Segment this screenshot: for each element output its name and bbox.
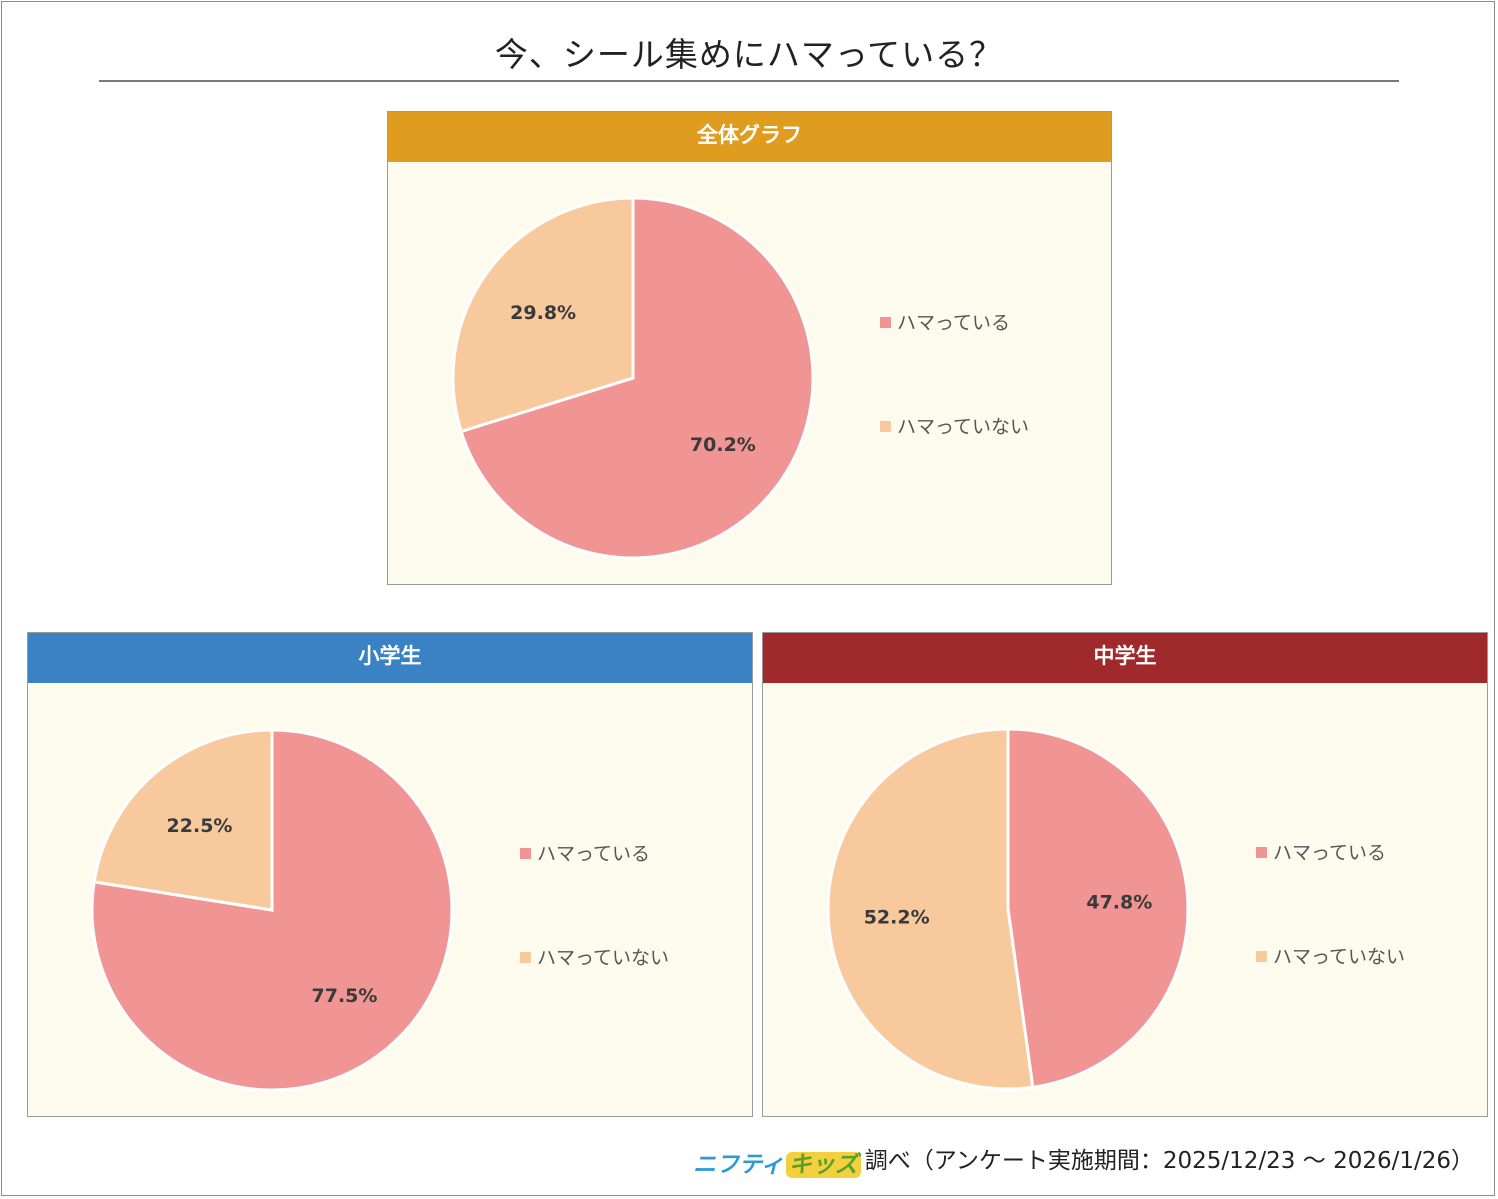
panel-total: 全体グラフ 70.2% 29.8% ハマっている ハマっていない	[387, 111, 1112, 585]
pie-chart-junior-high-svg: 47.8% 52.2%	[826, 727, 1190, 1091]
panel-junior-high-header: 中学生	[763, 633, 1487, 683]
legend-swatch-yes	[520, 848, 531, 859]
logo-text-nifty: ニフティ	[693, 1151, 784, 1178]
legend-item-no: ハマっていない	[880, 412, 1029, 439]
data-label-no: 29.8%	[510, 302, 576, 324]
data-label-yes: 70.2%	[690, 434, 756, 456]
legend-label-no: ハマっていない	[1273, 946, 1406, 968]
legend-label-yes: ハマっている	[537, 843, 651, 865]
logo-text-kids: キッズ	[785, 1151, 861, 1178]
pie-slice-yes	[1006, 727, 1190, 1089]
legend-label-yes: ハマっている	[897, 312, 1011, 334]
legend-swatch-no	[1256, 951, 1267, 962]
nifty-kids-logo: ニフティ キッズ	[693, 1145, 861, 1179]
legend-swatch-no	[880, 421, 891, 432]
legend-label-no: ハマっていない	[897, 416, 1030, 438]
pie-slice-no	[451, 196, 635, 434]
pie-chart-elementary-svg: 77.5% 22.5%	[90, 728, 454, 1092]
pie-chart-total-svg: 70.2% 29.8%	[451, 196, 815, 560]
data-label-no: 52.2%	[864, 907, 930, 929]
legend-swatch-no	[520, 952, 531, 963]
panel-junior-high: 中学生 47.8% 52.2% ハマっている ハマっていない	[762, 632, 1488, 1117]
pie-slice-no	[92, 728, 274, 912]
pie-chart-elementary: 77.5% 22.5% ハマっている ハマっていない	[28, 683, 752, 1116]
legend-label-yes: ハマっている	[1273, 842, 1387, 864]
legend-item-no: ハマっていない	[1256, 942, 1405, 969]
legend-item-no: ハマっていない	[520, 943, 669, 970]
legend-item-yes: ハマっている	[520, 839, 650, 866]
data-label-yes: 47.8%	[1086, 891, 1152, 913]
title-divider	[99, 80, 1399, 82]
pie-slice-no	[826, 727, 1035, 1091]
footer-text: 調べ（アンケート実施期間：2025/12/23 ～ 2026/1/26）	[864, 1148, 1474, 1174]
legend-swatch-yes	[1256, 847, 1267, 858]
legend-item-yes: ハマっている	[880, 308, 1010, 335]
panel-elementary-header: 小学生	[28, 633, 752, 683]
source-footer: ニフティ キッズ 調べ（アンケート実施期間：2025/12/23 ～ 2026/1/…	[693, 1141, 1474, 1179]
data-label-no: 22.5%	[167, 815, 233, 837]
page-title: 今、シール集めにハマっている？	[494, 35, 1004, 74]
pie-chart-junior-high: 47.8% 52.2% ハマっている ハマっていない	[763, 683, 1487, 1116]
panel-elementary: 小学生 77.5% 22.5% ハマっている ハマっていない	[27, 632, 753, 1117]
legend-item-yes: ハマっている	[1256, 838, 1386, 865]
pie-chart-total: 70.2% 29.8% ハマっている ハマっていない	[388, 162, 1111, 584]
pie-slice-yes	[459, 196, 815, 560]
data-label-yes: 77.5%	[312, 985, 378, 1007]
legend-swatch-yes	[880, 317, 891, 328]
legend-label-no: ハマっていない	[537, 947, 670, 969]
panel-total-header: 全体グラフ	[388, 112, 1111, 162]
